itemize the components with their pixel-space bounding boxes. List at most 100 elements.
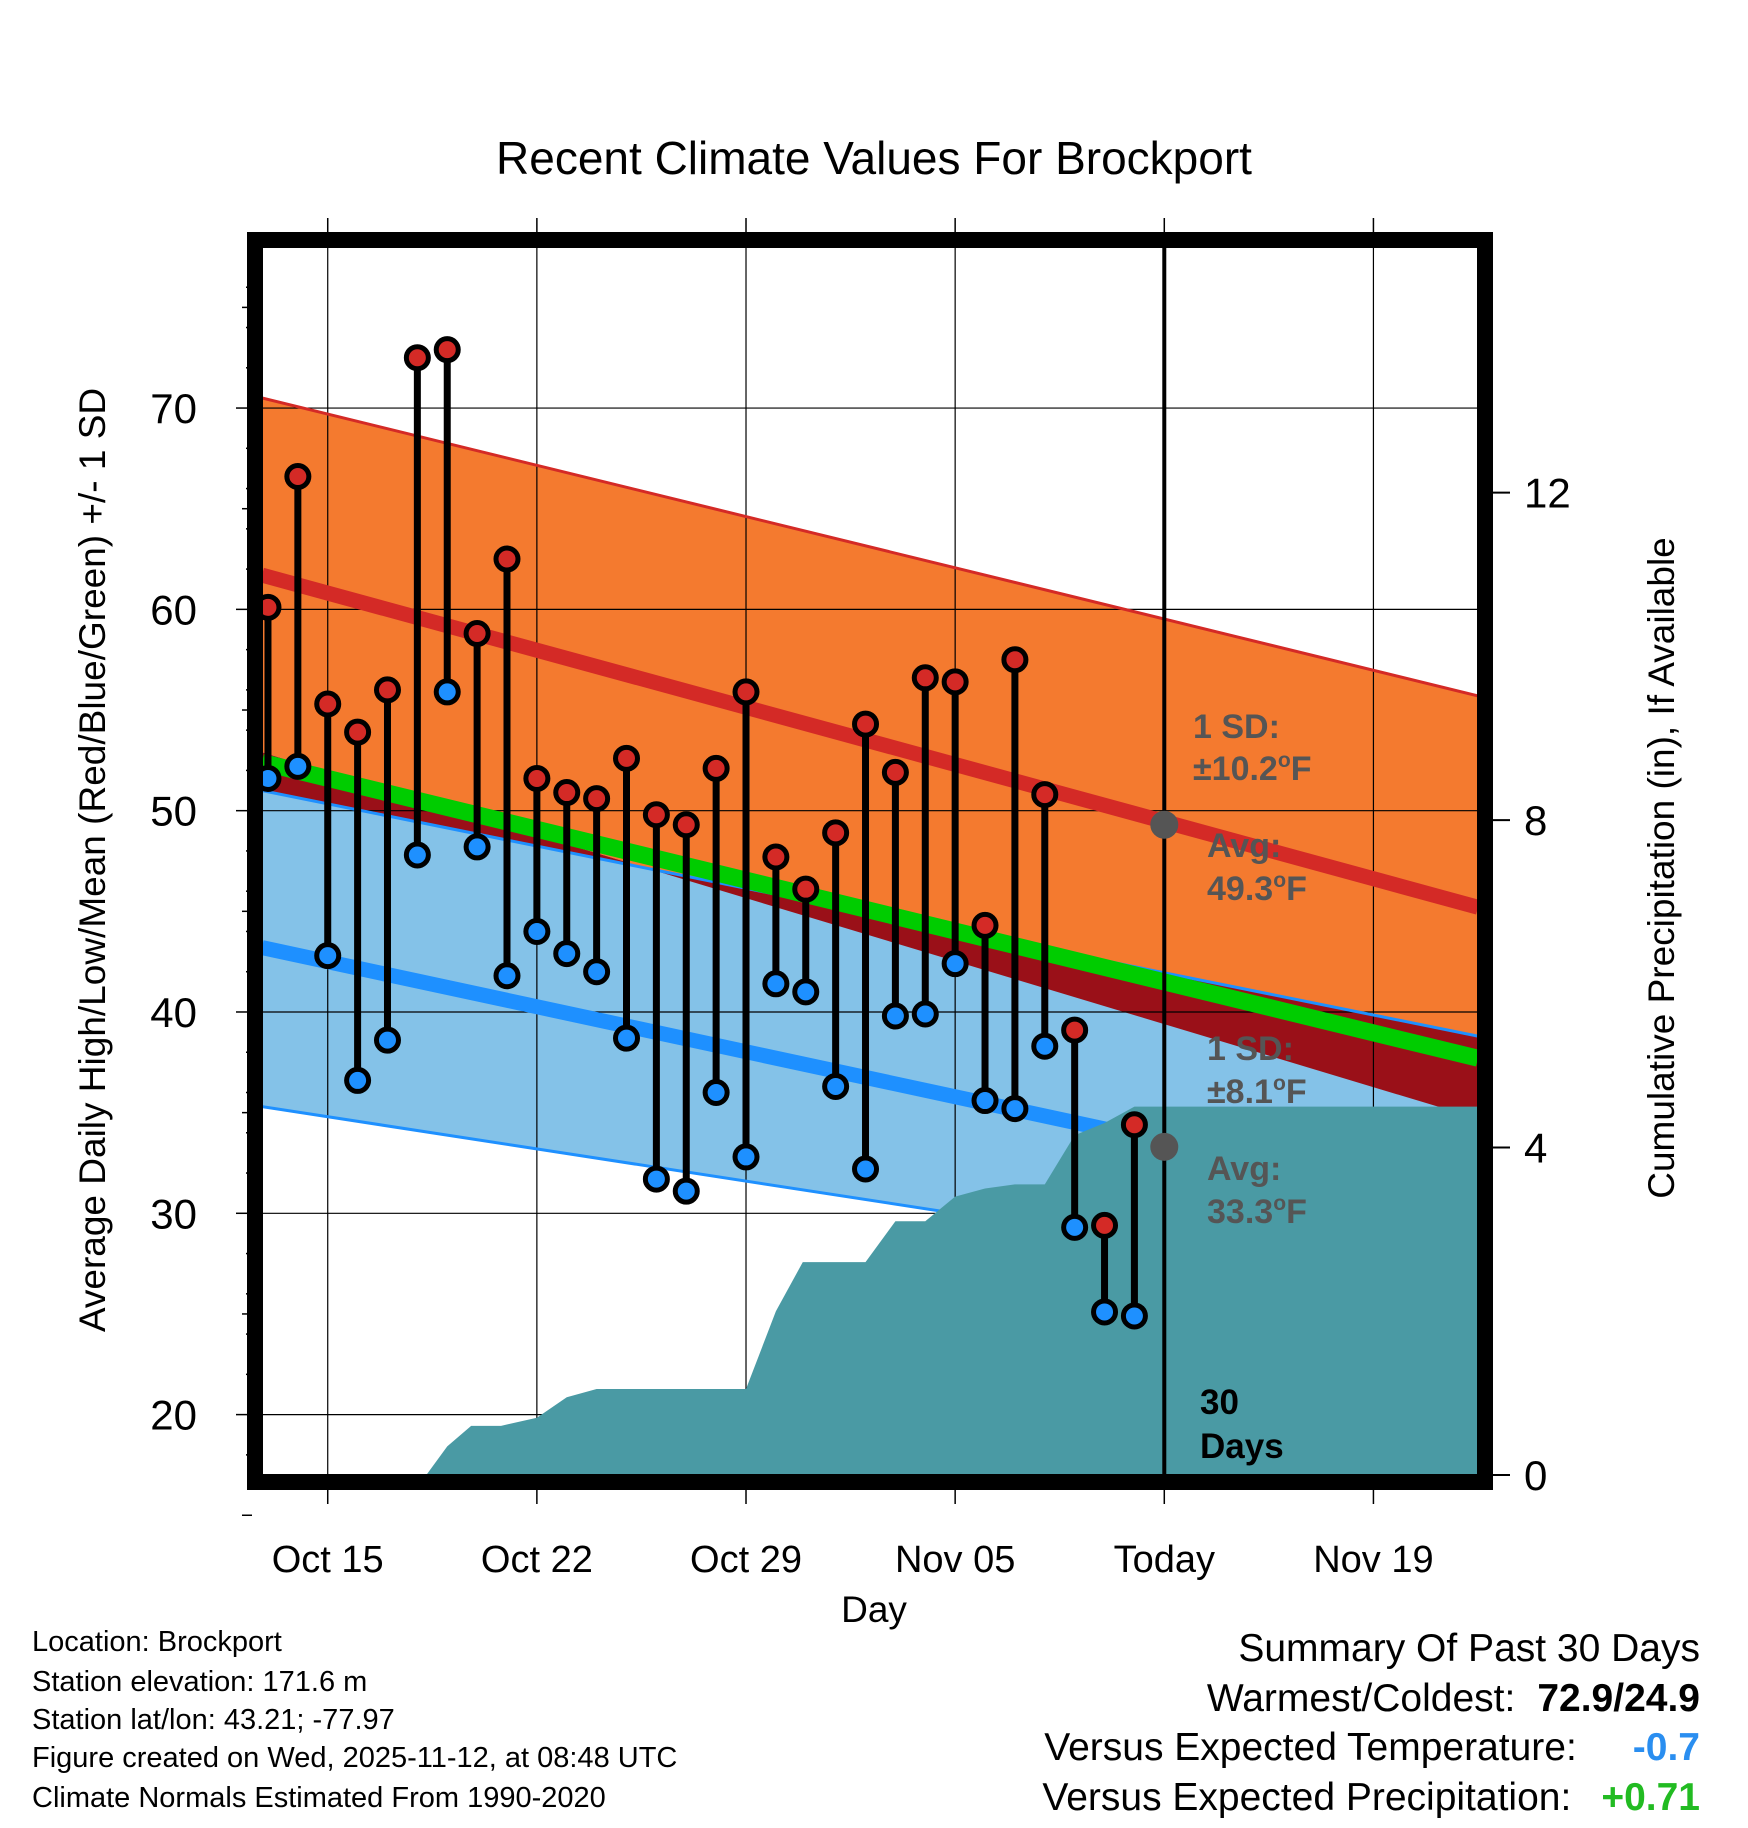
window-unit-annotation: Days: [1200, 1427, 1284, 1466]
daily-high-point: [613, 744, 641, 772]
daily-low-point: [433, 678, 461, 706]
daily-high-point: [852, 710, 880, 738]
daily-high-point: [732, 678, 760, 706]
x-axis-label: Day: [841, 1589, 907, 1630]
daily-high-point: [1091, 1211, 1119, 1239]
high-avg-label-annotation: Avg:: [1207, 827, 1281, 865]
x-tick-label: Oct 15: [272, 1539, 384, 1581]
daily-high-point: [373, 676, 401, 704]
daily-low-point: [911, 1000, 939, 1028]
high-sd-band: [262, 397, 1478, 1119]
daily-high-point: [911, 664, 939, 692]
x-tick-label: Today: [1114, 1539, 1215, 1581]
y-left-tick-label: 30: [150, 1190, 197, 1237]
daily-low-point: [971, 1087, 999, 1115]
y-right-tick-label: 12: [1524, 470, 1571, 517]
footer-location: Location: Brockport: [32, 1626, 282, 1658]
daily-low-point: [1001, 1095, 1029, 1123]
high-sd-annotation: 1 SD:: [1193, 708, 1280, 746]
x-tick-label: Nov 19: [1313, 1539, 1433, 1581]
daily-high-point: [262, 593, 282, 621]
y-left-tick-label: 70: [150, 385, 197, 432]
daily-low-point: [941, 950, 969, 978]
daily-low-point: [1061, 1213, 1089, 1241]
daily-high-point: [523, 764, 551, 792]
daily-low-point: [852, 1155, 880, 1183]
daily-low-point: [403, 841, 431, 869]
daily-high-point: [1061, 1016, 1089, 1044]
daily-high-point: [1001, 646, 1029, 674]
summary-precip-row: Versus Expected Precipitation: +0.71: [1042, 1776, 1700, 1820]
window-count-annotation: 30: [1200, 1383, 1239, 1422]
summary-temp-label: Versus Expected Temperature:: [1044, 1726, 1577, 1769]
today-high-avg-point: [1150, 810, 1179, 839]
daily-high-point: [344, 718, 372, 746]
y-right-tick-label: 8: [1524, 797, 1547, 844]
daily-low-point: [822, 1072, 850, 1100]
y-left-tick-label: 40: [150, 989, 197, 1036]
daily-high-point: [642, 801, 670, 829]
daily-high-point: [822, 819, 850, 847]
daily-low-point: [262, 764, 282, 792]
daily-low-point: [373, 1026, 401, 1054]
daily-low-point: [344, 1066, 372, 1094]
daily-high-point: [583, 785, 611, 813]
daily-low-point: [1120, 1302, 1148, 1330]
daily-high-point: [463, 620, 491, 648]
low-sd-value-annotation: ±8.1oF: [1207, 1072, 1307, 1111]
summary-warmest-coldest-row: Warmest/Coldest: 72.9/24.9: [1207, 1677, 1700, 1721]
summary-warmest-coldest-value: 72.9/24.9: [1537, 1677, 1700, 1720]
low-avg-value-annotation: 33.3oF: [1207, 1192, 1307, 1231]
daily-low-point: [881, 1002, 909, 1030]
daily-low-point: [583, 958, 611, 986]
y-axis-right-label: Cumulative Precipitation (in), If Availa…: [1641, 537, 1682, 1199]
daily-low-point: [613, 1024, 641, 1052]
footer-normals: Climate Normals Estimated From 1990-2020: [32, 1782, 606, 1814]
daily-low-point: [1091, 1298, 1119, 1326]
daily-high-point: [493, 545, 521, 573]
summary-title: Summary Of Past 30 Days: [1238, 1627, 1700, 1670]
summary-warmest-coldest-label: Warmest/Coldest:: [1206, 1677, 1516, 1720]
y-left-tick-label: 50: [150, 788, 197, 835]
daily-high-point: [971, 911, 999, 939]
daily-low-point: [672, 1177, 700, 1205]
summary-temp-row: Versus Expected Temperature: -0.7: [1044, 1726, 1700, 1770]
low-sd-annotation: 1 SD:: [1207, 1030, 1294, 1068]
daily-low-point: [762, 970, 790, 998]
daily-high-point: [1120, 1111, 1148, 1139]
daily-high-point: [881, 758, 909, 786]
daily-high-point: [403, 344, 431, 372]
daily-high-point: [941, 668, 969, 696]
low-avg-label-annotation: Avg:: [1207, 1150, 1281, 1188]
y-axis-left-label: Average Daily High/Low/Mean (Red/Blue/Gr…: [72, 388, 113, 1332]
daily-low-point: [493, 962, 521, 990]
summary-precip-value: +0.71: [1601, 1776, 1700, 1819]
high-avg-value-annotation: 49.3oF: [1207, 869, 1307, 908]
daily-low-point: [702, 1079, 730, 1107]
high-sd-value-annotation: ±10.2oF: [1193, 749, 1312, 788]
daily-low-point: [732, 1143, 760, 1171]
daily-low-point: [284, 752, 312, 780]
daily-high-point: [314, 690, 342, 718]
daily-high-point: [433, 336, 461, 364]
summary-precip-label: Versus Expected Precipitation:: [1042, 1776, 1572, 1819]
daily-high-point: [762, 843, 790, 871]
daily-high-point: [792, 875, 820, 903]
summary-temp-value: -0.7: [1632, 1726, 1700, 1769]
x-tick-label: Oct 29: [690, 1539, 802, 1581]
x-tick-label: Oct 22: [481, 1539, 593, 1581]
plot-frame: [247, 232, 1493, 1490]
normal-mean-line: [262, 754, 1478, 1067]
daily-low-point: [553, 940, 581, 968]
daily-high-point: [1031, 781, 1059, 809]
daily-high-point: [672, 811, 700, 839]
precip-area: [262, 1106, 1478, 1475]
footer-elevation: Station elevation: 171.6 m: [32, 1666, 368, 1698]
daily-high-point: [284, 462, 312, 490]
y-right-tick-label: 0: [1524, 1452, 1547, 1499]
daily-low-point: [642, 1165, 670, 1193]
daily-low-point: [1031, 1032, 1059, 1060]
y-left-tick-label: 60: [150, 586, 197, 633]
high-sd-upper-line: [262, 396, 1478, 698]
